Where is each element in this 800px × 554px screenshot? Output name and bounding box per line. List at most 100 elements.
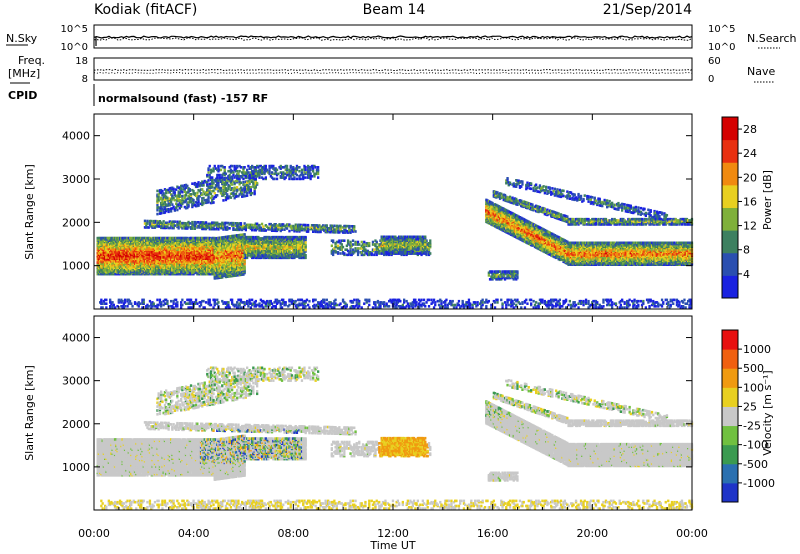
- heatmap-cell: [138, 269, 142, 272]
- heatmap-cell: [188, 222, 191, 225]
- noise-right-label: N.Search: [747, 32, 797, 45]
- heatmap-cell: [128, 252, 132, 255]
- heatmap-cell: [141, 262, 144, 266]
- heatmap-cell: [152, 236, 155, 240]
- heatmap-cell: [197, 181, 200, 184]
- nave-tick-low: 0: [708, 74, 714, 85]
- heatmap-cell: [140, 243, 143, 246]
- heatmap-cell: [107, 236, 110, 240]
- heatmap-cell: [111, 256, 114, 259]
- heatmap-cell: [131, 258, 134, 262]
- heatmap-cell: [163, 266, 167, 269]
- heatmap-cell: [109, 267, 112, 271]
- heatmap-cell: [130, 248, 133, 251]
- heatmap-cell: [140, 265, 143, 268]
- heatmap-cell: [120, 272, 123, 276]
- heatmap-cell: [101, 254, 104, 258]
- heatmap-cell: [170, 200, 173, 204]
- noise-right-tick-low: 10^0: [708, 42, 735, 53]
- heatmap-cell: [181, 190, 184, 194]
- heatmap-cell: [145, 265, 148, 268]
- heatmap-cell: [165, 256, 168, 259]
- heatmap-cell: [160, 236, 163, 240]
- heatmap-cell: [162, 253, 165, 257]
- heatmap-cell: [153, 265, 157, 268]
- heatmap-cell: [209, 192, 213, 196]
- heatmap-cell: [121, 236, 124, 240]
- heatmap-cell: [142, 265, 145, 268]
- heatmap-cell: [152, 265, 155, 268]
- noise-tick-high: 10^5: [61, 24, 88, 35]
- heatmap-cell: [160, 256, 163, 259]
- heatmap-cell: [148, 270, 152, 273]
- heatmap-cell: [187, 203, 190, 207]
- heatmap-cell: [97, 236, 100, 240]
- heatmap-cell: [304, 254, 307, 257]
- power-heatmap: [96, 164, 694, 309]
- beam-title: Beam 14: [363, 2, 426, 18]
- radar-title: Kodiak (fitACF): [94, 2, 197, 18]
- heatmap-cell: [207, 199, 210, 203]
- heatmap-cell: [150, 251, 153, 254]
- heatmap-cell: [127, 236, 130, 240]
- heatmap-cell: [270, 226, 274, 230]
- heatmap-cell: [132, 236, 135, 240]
- heatmap-cell: [180, 187, 183, 190]
- heatmap-cell: [150, 219, 153, 223]
- heatmap-cell: [168, 226, 171, 230]
- heatmap-cell: [304, 223, 307, 227]
- heatmap-cell: [170, 210, 173, 213]
- heatmap-cell: [106, 265, 109, 268]
- heatmap-cell: [126, 263, 129, 267]
- heatmap-cell: [157, 256, 160, 259]
- cpid-panel: CPID normalsound (fast) -157 RF: [8, 84, 268, 106]
- heatmap-cell: [264, 229, 267, 232]
- heatmap-cell: [155, 256, 158, 259]
- heatmap-cell: [162, 265, 165, 268]
- heatmap-cell: [150, 265, 153, 268]
- heatmap-cell: [176, 208, 179, 212]
- heatmap-cell: [192, 201, 195, 205]
- heatmap-cell: [101, 256, 104, 259]
- heatmap-cell: [118, 256, 122, 259]
- heatmap-cell: [158, 265, 162, 268]
- heatmap-cell: [165, 191, 168, 195]
- heatmap-cell: [125, 256, 128, 259]
- heatmap-cell: [113, 256, 117, 259]
- heatmap-cell: [127, 256, 130, 259]
- heatmap-cell: [100, 236, 103, 240]
- heatmap-cell: [122, 263, 125, 267]
- heatmap-cell: [126, 265, 129, 268]
- heatmap-cell: [137, 257, 140, 260]
- heatmap-cell: [128, 236, 132, 240]
- heatmap-cell: [130, 253, 133, 257]
- heatmap-cell: [162, 256, 165, 259]
- heatmap-cell: [143, 236, 147, 240]
- heatmap-cell: [166, 249, 169, 253]
- heatmap-cell: [146, 236, 149, 240]
- heatmap-cell: [232, 221, 235, 225]
- heatmap-cell: [158, 270, 162, 273]
- heatmap-cell: [212, 181, 215, 185]
- heatmap-cell: [150, 238, 153, 241]
- heatmap-cell: [262, 225, 265, 228]
- heatmap-cell: [201, 193, 204, 196]
- heatmap-cell: [239, 222, 243, 225]
- heatmap-cell: [143, 256, 147, 259]
- heatmap-cell: [148, 236, 152, 240]
- heatmap-cell: [258, 223, 261, 227]
- heatmap-cell: [348, 224, 351, 228]
- noise-tick-low: 10^0: [61, 42, 88, 53]
- heatmap-cell: [131, 265, 134, 268]
- heatmap-cell: [96, 253, 99, 257]
- heatmap-cell: [97, 265, 100, 268]
- heatmap-cell: [143, 219, 147, 223]
- heatmap-cell: [96, 256, 99, 259]
- heatmap-cell: [162, 245, 165, 249]
- heatmap-cell: [102, 269, 105, 272]
- heatmap-cell: [123, 271, 127, 275]
- heatmap-cell: [142, 270, 145, 273]
- heatmap-cell: [145, 256, 148, 259]
- heatmap-cell: [217, 228, 220, 231]
- heatmap-cell: [106, 236, 109, 240]
